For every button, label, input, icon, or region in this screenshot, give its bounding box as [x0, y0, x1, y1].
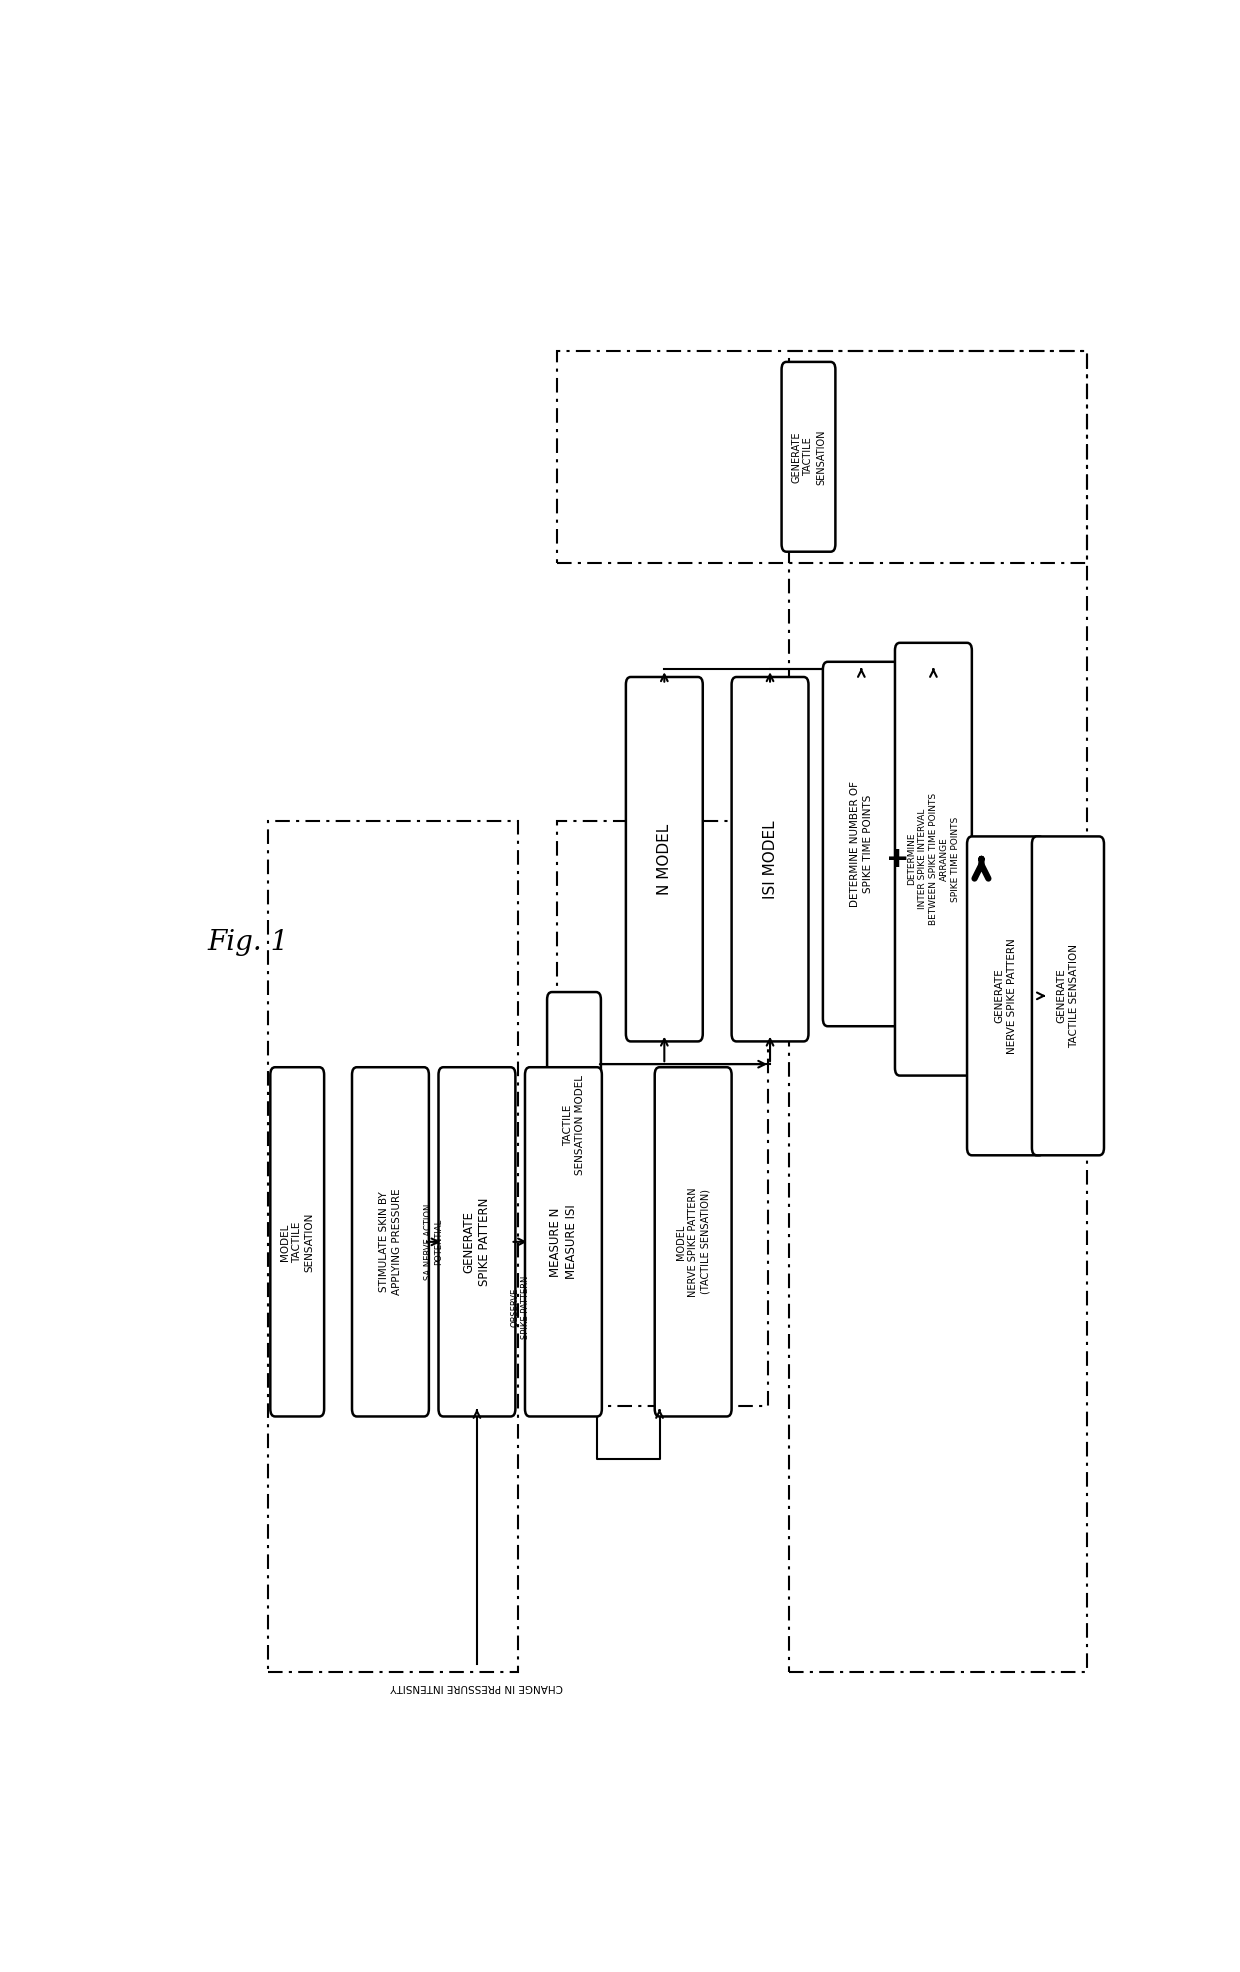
Text: DETERMINE
INTER SPIKE INTERVAL
BETWEEN SPIKE TIME POINTS
ARRANGE
SPIKE TIME POIN: DETERMINE INTER SPIKE INTERVAL BETWEEN S… — [906, 793, 960, 925]
FancyBboxPatch shape — [439, 1067, 516, 1416]
Text: ISI MODEL: ISI MODEL — [763, 820, 777, 899]
Text: GENERATE
SPIKE PATTERN: GENERATE SPIKE PATTERN — [463, 1197, 491, 1286]
Text: CHANGE IN PRESSURE INTENSITY: CHANGE IN PRESSURE INTENSITY — [391, 1682, 563, 1692]
FancyBboxPatch shape — [781, 363, 836, 552]
FancyBboxPatch shape — [967, 836, 1044, 1156]
FancyBboxPatch shape — [270, 1067, 324, 1416]
Text: +: + — [887, 846, 910, 874]
FancyBboxPatch shape — [895, 643, 972, 1075]
Text: STIMULATE SKIN BY
APPLYING PRESSURE: STIMULATE SKIN BY APPLYING PRESSURE — [379, 1189, 402, 1296]
Bar — [789, 351, 1087, 1672]
Text: GENERATE
TACTILE SENSATION: GENERATE TACTILE SENSATION — [1056, 945, 1079, 1047]
Text: GENERATE
TACTILE
SENSATION: GENERATE TACTILE SENSATION — [791, 430, 826, 485]
FancyBboxPatch shape — [547, 992, 601, 1258]
Bar — [557, 351, 1087, 564]
Text: SA NERVE ACTION
POTENTIAL: SA NERVE ACTION POTENTIAL — [424, 1203, 444, 1280]
Text: N MODEL: N MODEL — [657, 824, 672, 895]
FancyBboxPatch shape — [352, 1067, 429, 1416]
FancyBboxPatch shape — [655, 1067, 732, 1416]
Text: GENERATE
NERVE SPIKE PATTERN: GENERATE NERVE SPIKE PATTERN — [994, 939, 1017, 1053]
Text: MEASURE N
MEASURE ISI: MEASURE N MEASURE ISI — [549, 1205, 578, 1280]
Text: DETERMINE NUMBER OF
SPIKE TIME POINTS: DETERMINE NUMBER OF SPIKE TIME POINTS — [851, 781, 873, 907]
Text: Fig. 1: Fig. 1 — [208, 929, 289, 956]
FancyBboxPatch shape — [823, 663, 900, 1025]
FancyBboxPatch shape — [626, 676, 703, 1041]
Text: MODEL
TACTILE
SENSATION: MODEL TACTILE SENSATION — [280, 1213, 315, 1272]
Text: MODEL
NERVE SPIKE PATTERN
(TACTILE SENSATION): MODEL NERVE SPIKE PATTERN (TACTILE SENSA… — [676, 1187, 711, 1298]
Text: OBSERVE
SPIKE PATTERN: OBSERVE SPIKE PATTERN — [511, 1276, 529, 1339]
FancyBboxPatch shape — [1032, 836, 1104, 1156]
FancyBboxPatch shape — [525, 1067, 601, 1416]
Text: TACTILE
SENSATION MODEL: TACTILE SENSATION MODEL — [563, 1075, 585, 1175]
Bar — [557, 820, 768, 1406]
FancyBboxPatch shape — [732, 676, 808, 1041]
Bar — [268, 820, 518, 1672]
